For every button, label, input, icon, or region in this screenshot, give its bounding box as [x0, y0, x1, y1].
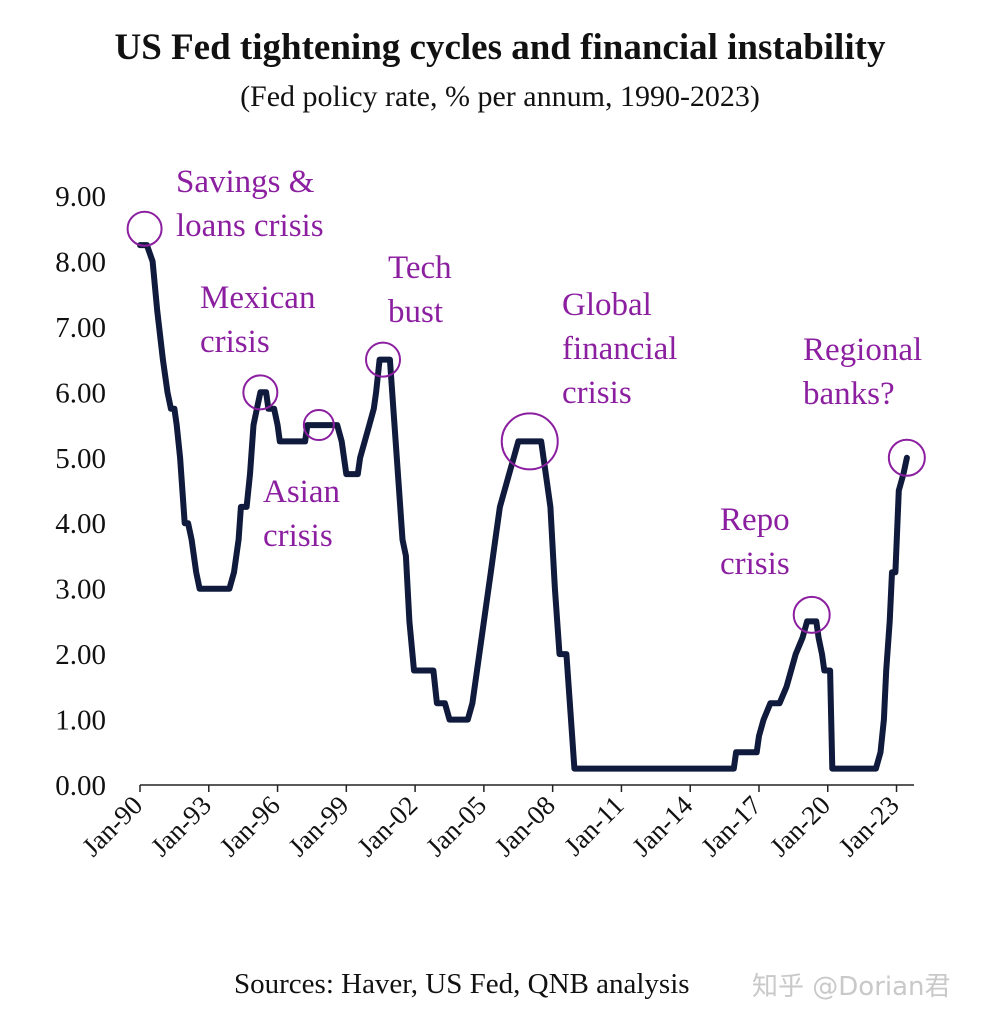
annotation-label: Tech	[388, 250, 452, 286]
annotation-label: Regional	[803, 332, 922, 368]
annotation-label: Global	[562, 287, 652, 323]
x-tick-label: Jan-05	[420, 790, 492, 862]
y-tick-label: 6.00	[55, 377, 106, 409]
y-tick-label: 3.00	[55, 574, 106, 606]
annotation-label: crisis	[562, 375, 632, 411]
watermark: 知乎 @Dorian君	[752, 972, 951, 1002]
annotation-label: financial	[562, 331, 677, 367]
annotation-circle	[500, 412, 559, 471]
y-tick-label: 4.00	[55, 508, 106, 540]
x-tick-label: Jan-20	[764, 790, 836, 862]
chart-title: US Fed tightening cycles and financial i…	[114, 27, 886, 68]
annotation-circle	[887, 438, 926, 477]
source-note: Sources: Haver, US Fed, QNB analysis	[234, 968, 690, 1000]
x-tick-label: Jan-23	[833, 790, 905, 862]
y-tick-label: 5.00	[55, 443, 106, 475]
annotation-label: banks?	[803, 376, 895, 412]
annotation-label: crisis	[720, 546, 790, 582]
annotation-circle	[126, 210, 163, 247]
x-tick-label: Jan-17	[695, 790, 767, 862]
annotation-label: crisis	[263, 518, 333, 554]
x-tick-label: Jan-93	[145, 790, 217, 862]
policy-rate-line	[137, 242, 910, 772]
annotation-circle	[792, 595, 831, 634]
y-tick-label: 1.00	[55, 705, 106, 737]
annotation-label: Repo	[720, 502, 790, 538]
x-tick-label: Jan-96	[214, 790, 286, 862]
annotation-label: crisis	[200, 324, 270, 360]
annotation-label: Mexican	[200, 280, 315, 316]
y-tick-label: 0.00	[55, 770, 106, 802]
x-tick-label: Jan-14	[626, 790, 698, 862]
x-tick-label: Jan-99	[282, 790, 354, 862]
y-tick-label: 9.00	[55, 181, 106, 213]
annotation-circle	[302, 409, 335, 442]
x-tick-label: Jan-02	[351, 790, 423, 862]
annotation-label: loans crisis	[176, 208, 324, 244]
y-tick-label: 2.00	[55, 639, 106, 671]
annotation-circle	[242, 374, 279, 411]
annotation-label: Savings &	[176, 164, 315, 200]
annotation-label: Asian	[263, 474, 340, 510]
x-tick-label: Jan-11	[558, 790, 629, 861]
annotation-circle	[365, 341, 402, 378]
x-tick-label: Jan-08	[489, 790, 561, 862]
y-tick-label: 7.00	[55, 312, 106, 344]
y-tick-label: 8.00	[55, 246, 106, 278]
annotation-label: bust	[388, 294, 443, 330]
chart-subtitle: (Fed policy rate, % per annum, 1990-2023…	[240, 80, 760, 113]
